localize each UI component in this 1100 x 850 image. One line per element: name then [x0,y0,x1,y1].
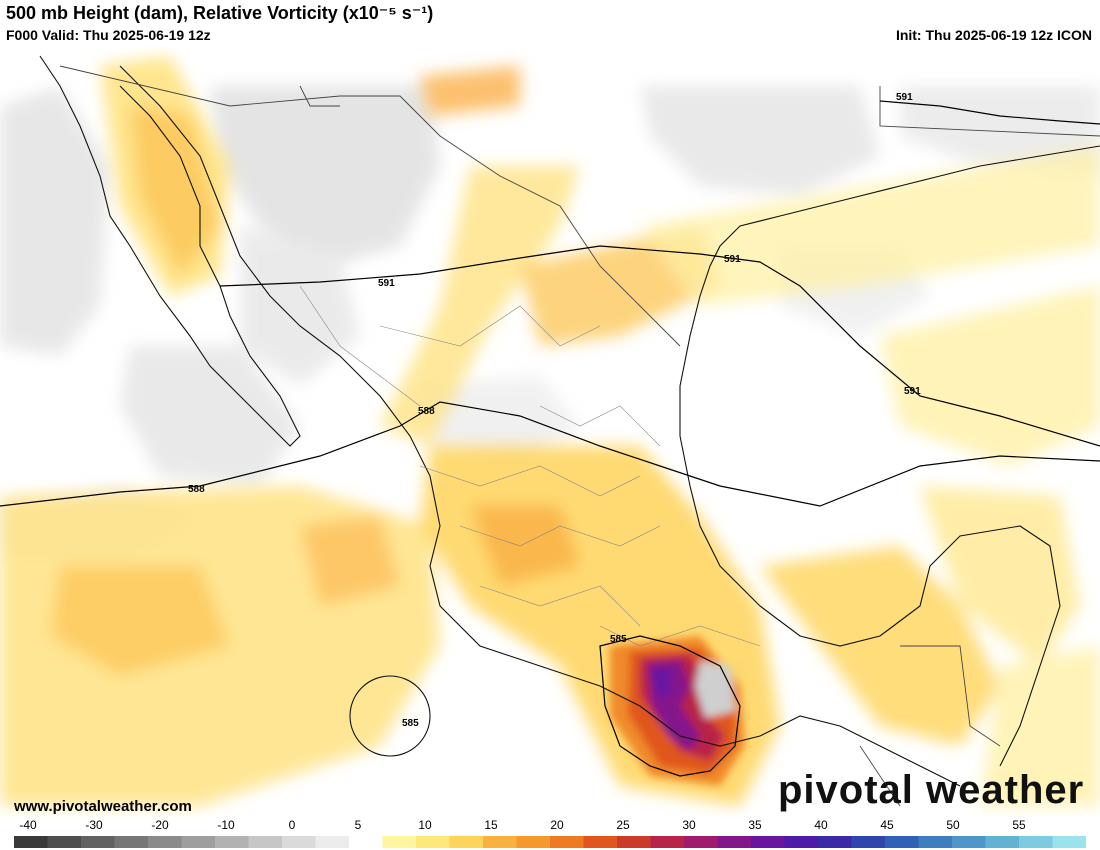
colorbar-swatch [684,836,718,848]
contour-label: 585 [610,634,627,645]
positive-vorticity-fill [0,56,1100,806]
colorbar-swatch [985,836,1020,848]
colorbar-swatch [583,836,618,848]
colorbar-swatch [382,836,417,848]
colorbar-swatch [81,836,115,848]
colorbar-swatch [181,836,216,848]
colorbar-tick-label: 45 [880,818,894,832]
colorbar-tick-label: 30 [682,818,696,832]
colorbar-tick-label: -10 [217,818,235,832]
colorbar-swatch [751,836,785,848]
colorbar-swatch [516,836,551,848]
colorbar-tick-label: 35 [748,818,762,832]
colorbar-swatch [784,836,819,848]
contour-label: 591 [896,92,913,103]
colorbar-tick-label: 15 [484,818,498,832]
colorbar-tick-label: 55 [1012,818,1026,832]
colorbar-swatch [315,836,350,848]
state-borders [299,285,761,647]
contour-label: 588 [188,484,205,495]
colorbar-tick-label: 40 [814,818,828,832]
contour-label: 585 [402,718,419,729]
site-url[interactable]: www.pivotalweather.com [14,798,192,815]
colorbar-swatch [851,836,886,848]
colorbar-swatch [650,836,685,848]
colorbar-tick-label: -20 [151,818,169,832]
coastlines [39,55,1100,787]
colorbar-tick-label: -40 [19,818,37,832]
colorbar-labels: -40 -30 -20 -10 0 5 10 15 20 25 30 35 40 45 50 55 [0,818,1100,834]
height-contours [0,100,1100,777]
contour-label: 591 [904,386,921,397]
brand-logo: pivotal weather [778,768,1085,812]
colorbar-swatch [14,836,48,848]
contour-label: 591 [724,254,741,265]
colorbar-swatch [215,836,249,848]
political-borders [59,65,1100,807]
colorbar-swatch [47,836,82,848]
colorbar-swatch [1019,836,1053,848]
map-title: 500 mb Height (dam), Relative Vorticity … [6,3,434,23]
contour-label: 588 [418,406,435,417]
colorbar [14,836,1086,848]
colorbar-tick-label: -30 [85,818,103,832]
init-time: Init: Thu 2025-06-19 12z ICON [895,27,1092,43]
contour-label: 591 [378,278,395,289]
colorbar-swatch [952,836,986,848]
colorbar-swatch [248,836,283,848]
colorbar-swatch [550,836,584,848]
colorbar-swatch [483,836,517,848]
colorbar-swatch [449,836,484,848]
colorbar-swatch [818,836,852,848]
colorbar-tick-label: 25 [616,818,630,832]
colorbar-tick-label: 10 [418,818,432,832]
colorbar-swatch [1052,836,1086,848]
colorbar-swatch [416,836,450,848]
colorbar-swatch [282,836,316,848]
colorbar-swatch [114,836,149,848]
colorbar-swatch [918,836,953,848]
colorbar-tick-label: 0 [288,818,296,832]
colorbar-swatch [617,836,651,848]
colorbar-tick-label: 20 [550,818,564,832]
colorbar-tick-label: 5 [354,818,362,832]
weather-map[interactable]: 591 591 591 591 588 588 585 585 [0,46,1100,818]
colorbar-swatch [349,836,383,848]
colorbar-swatch [148,836,182,848]
colorbar-swatch [717,836,752,848]
colorbar-swatch [885,836,919,848]
colorbar-tick-label: 50 [946,818,960,832]
valid-time: F000 Valid: Thu 2025-06-19 12z [6,27,211,43]
